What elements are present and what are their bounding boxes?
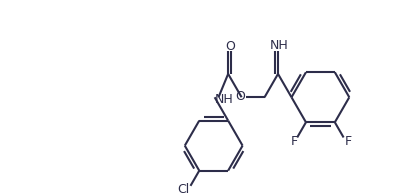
Text: O: O bbox=[225, 40, 235, 53]
Text: NH: NH bbox=[215, 93, 234, 106]
Text: NH: NH bbox=[269, 39, 288, 52]
Text: F: F bbox=[345, 135, 352, 148]
Text: F: F bbox=[291, 135, 298, 148]
Text: O: O bbox=[236, 90, 245, 103]
Text: Cl: Cl bbox=[178, 183, 190, 196]
